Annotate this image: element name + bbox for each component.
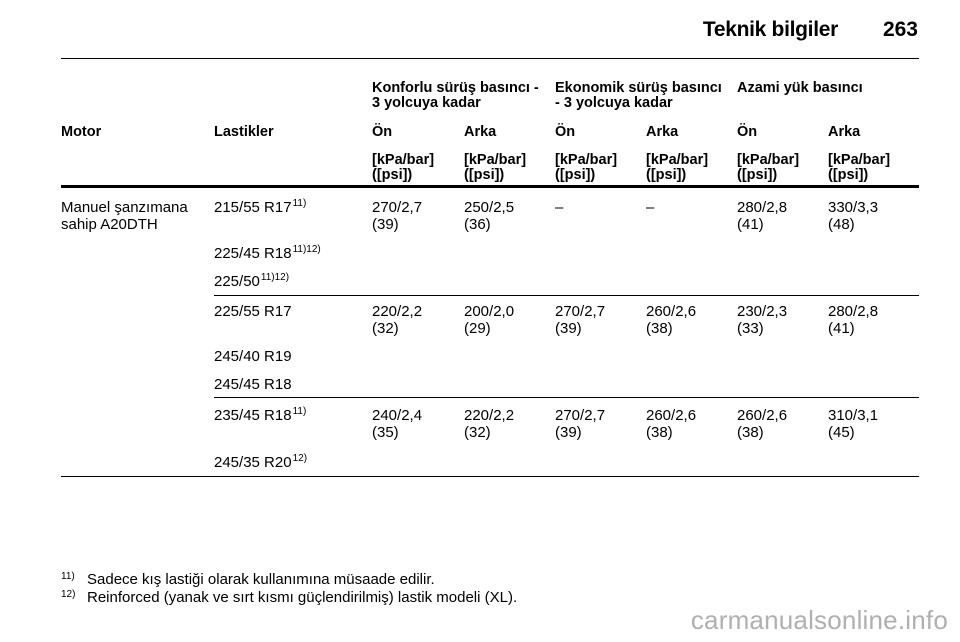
unit-psi-label: ([psi]) [737,167,778,183]
pressure-value: 270/2,7 [555,407,606,424]
tire-cell: 225/5011)12) [214,272,290,291]
col-header-motor: Motor [61,124,102,140]
pressure-value: 240/2,4 [372,407,423,424]
footnote-ref: 11)12) [292,244,321,255]
tire-cell: 225/45 R1811)12) [214,244,321,263]
pressure-value: 270/2,7 [372,199,423,216]
tire-cell: 245/45 R18 [214,376,292,393]
tire-cell: 245/40 R19 [214,348,292,365]
unit-label: [kPa/bar] [555,152,618,168]
pressure-psi: (41) [737,216,764,233]
pressure-value: 200/2,0 [464,303,515,320]
tire-size: 225/50 [214,273,260,290]
pressure-value: 260/2,6 [646,407,697,424]
tire-cell: 215/55 R1711) [214,198,307,217]
section-divider [214,397,919,398]
footnote-mark: 11) [61,571,75,582]
footnote-ref: 11) [292,406,307,417]
pressure-psi: (48) [828,216,855,233]
group-eco-line2: - 3 yolcuya kadar [555,95,673,111]
pressure-value: 250/2,5 [464,199,515,216]
pressure-value: 310/3,1 [828,407,879,424]
pressure-value: 220/2,2 [464,407,515,424]
pressure-psi: (39) [372,216,399,233]
col-header-eco-front: Ön [555,124,576,140]
group-comfort-line1: Konforlu sürüş basıncı - [372,80,539,96]
pressure-psi: (35) [372,424,399,441]
tire-size: 225/55 R17 [214,303,292,320]
unit-label: [kPa/bar] [828,152,891,168]
section-divider [214,295,919,296]
footnote-ref: 11)12) [260,272,290,283]
table-header-rule [61,185,919,188]
col-header-tires: Lastikler [214,124,274,140]
group-comfort-line2: 3 yolcuya kadar [372,95,481,111]
unit-psi-label: ([psi]) [646,167,687,183]
tire-size: 245/40 R19 [214,348,292,365]
unit-label: [kPa/bar] [464,152,527,168]
pressure-value: 330/3,3 [828,199,879,216]
unit-label: [kPa/bar] [737,152,800,168]
group-max-line1: Azami yük basıncı [737,80,863,96]
pressure-psi: (38) [646,320,673,337]
unit-psi-label: ([psi]) [555,167,596,183]
watermark: carmanualsonline.info [690,605,948,635]
footnote-mark: 12) [61,589,76,600]
pressure-value: 280/2,8 [737,199,788,216]
page-title: Teknik bilgiler [702,18,838,41]
pressure-value: 260/2,6 [737,407,788,424]
tire-size: 245/45 R18 [214,376,292,393]
tire-size: 245/35 R20 [214,454,292,471]
col-header-eco-rear: Arka [646,124,679,140]
pressure-psi: (29) [464,320,491,337]
col-header-max-front: Ön [737,124,758,140]
unit-label: [kPa/bar] [372,152,435,168]
footnote-ref: 12) [292,453,308,464]
pressure-psi: (41) [828,320,855,337]
pressure-psi: (45) [828,424,855,441]
unit-psi-label: ([psi]) [828,167,869,183]
footnote-text: Reinforced (yanak ve sırt kısmı güçlendi… [87,589,518,606]
pressure-value: 260/2,6 [646,303,697,320]
tire-cell: 235/45 R1811) [214,406,307,425]
header-rule [61,58,919,59]
unit-label: [kPa/bar] [646,152,709,168]
unit-psi-label: ([psi]) [464,167,505,183]
tire-cell: 225/55 R17 [214,303,292,320]
pressure-psi: (38) [737,424,764,441]
table-bottom-rule [61,476,919,477]
tire-size: 235/45 R18 [214,407,292,424]
footnote-text: Sadece kış lastiği olarak kullanımına mü… [87,571,435,588]
group-eco-line1: Ekonomik sürüş basıncı [555,80,722,96]
tire-cell: 245/35 R2012) [214,453,308,472]
pressure-psi: (32) [372,320,399,337]
tire-size: 225/45 R18 [214,245,292,262]
pressure-psi: (39) [555,424,582,441]
pressure-psi: (39) [555,320,582,337]
footnote-ref: 11) [292,198,307,209]
col-header-comfort-rear: Arka [464,124,497,140]
col-header-comfort-front: Ön [372,124,393,140]
pressure-value: – [555,199,564,216]
pressure-value: 280/2,8 [828,303,879,320]
motor-cell-line1: Manuel şanzımana [61,199,188,216]
pressure-psi: (36) [464,216,491,233]
pressure-value: 230/2,3 [737,303,788,320]
col-header-max-rear: Arka [828,124,861,140]
unit-psi-label: ([psi]) [372,167,413,183]
page-number: 263 [882,18,918,41]
pressure-value: – [646,199,655,216]
pressure-psi: (32) [464,424,491,441]
pressure-value: 220/2,2 [372,303,423,320]
pressure-psi: (33) [737,320,764,337]
pressure-value: 270/2,7 [555,303,606,320]
pressure-psi: (38) [646,424,673,441]
motor-cell-line2: sahip A20DTH [61,216,158,233]
tire-size: 215/55 R17 [214,199,292,216]
